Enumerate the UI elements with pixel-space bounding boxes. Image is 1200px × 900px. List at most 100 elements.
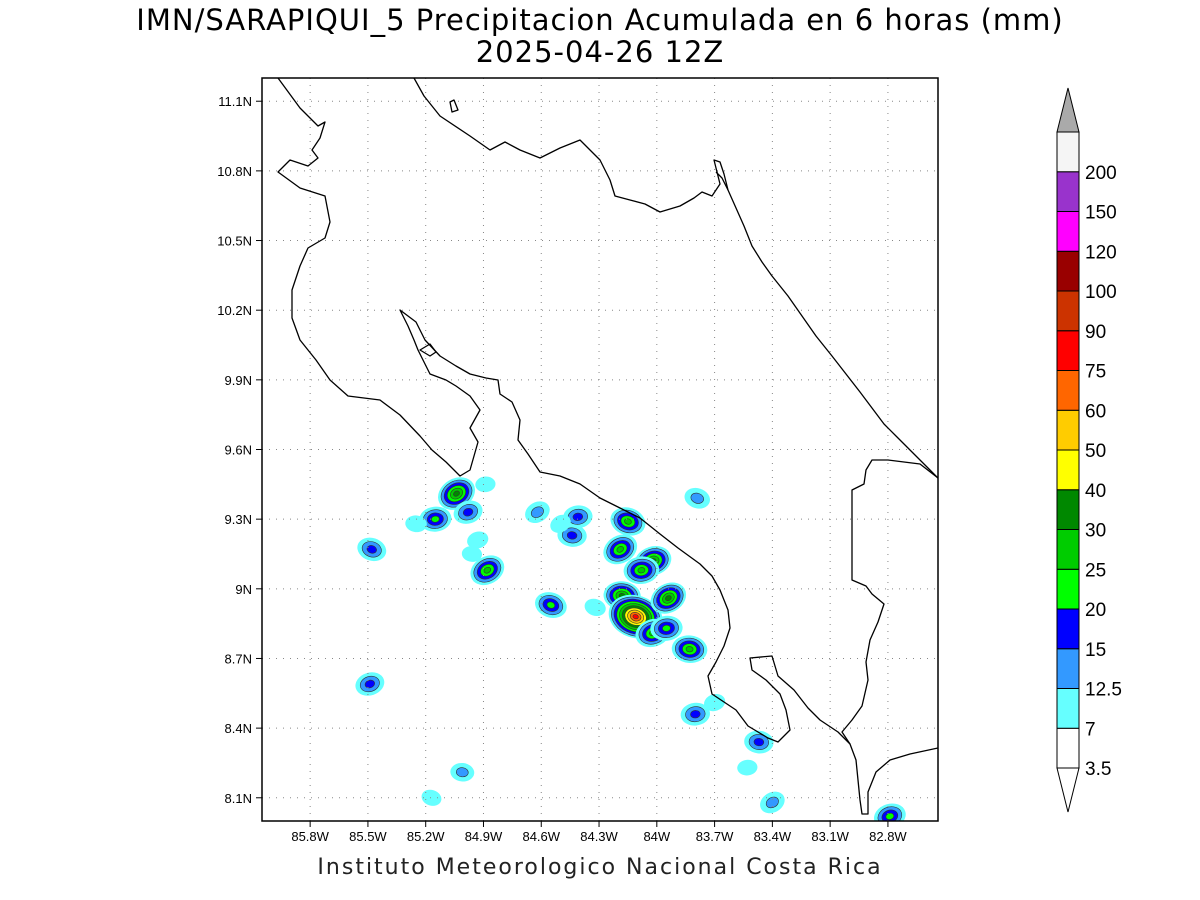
lat-tick-label: 10.5N	[217, 234, 252, 249]
legend-swatch	[1056, 727, 1080, 769]
lat-tick-label: 9.9N	[225, 373, 252, 388]
lat-tick-label: 11.1N	[218, 94, 252, 109]
lon-tick-label: 85.5W	[349, 829, 387, 844]
precip-contour	[566, 531, 578, 540]
legend-label: 90	[1085, 322, 1106, 343]
legend-swatch	[1056, 648, 1080, 689]
precip-cell	[461, 546, 483, 562]
precip-cell	[475, 476, 496, 493]
color-legend: 3.5 7 12.5 15 20 25 30 40 50 60 75 90 100 120 150 200	[1056, 87, 1122, 813]
legend-swatch	[1056, 688, 1080, 729]
precip-cell	[450, 762, 475, 782]
precip-cell	[355, 672, 385, 696]
precip-cell	[470, 555, 505, 586]
precip-cell	[584, 598, 606, 616]
legend-swatch	[1056, 211, 1080, 252]
legend-label: 50	[1085, 441, 1106, 462]
precip-contour	[632, 614, 639, 620]
legend-label: 7	[1085, 719, 1096, 740]
precip-cell	[760, 791, 785, 814]
legend-under-arrow	[1056, 767, 1080, 813]
precip-contour	[530, 506, 544, 518]
lat-tick-label: 9.3N	[225, 512, 252, 527]
map-frame	[261, 77, 939, 822]
precip-contour	[430, 515, 440, 523]
lat-tick-label: 9.6N	[225, 443, 252, 458]
precip-cell	[623, 556, 660, 585]
lon-tick-label: 85.8W	[291, 829, 329, 844]
legend-label: 200	[1085, 163, 1117, 184]
precip-contour	[462, 507, 474, 517]
precip-contour	[690, 710, 701, 719]
legend-swatch	[1056, 131, 1080, 173]
precip-contour	[885, 812, 895, 820]
precip-contour	[584, 598, 606, 616]
inner-coastline-1	[715, 171, 729, 191]
lat-tick-label: 10.8N	[217, 164, 252, 179]
axis-tick-labels: 85.8W 85.5W 85.2W 84.9W 84.6W 84.3W 84W 83.7W 83…	[217, 94, 907, 844]
map-title: IMN/SARAPIQUI_5 Precipitacion Acumulada …	[136, 3, 1064, 37]
precip-contour	[662, 624, 671, 632]
caribbean-coastline	[413, 78, 938, 479]
legend-label: 30	[1085, 521, 1106, 542]
precip-cell	[421, 789, 442, 806]
legend-swatch	[1056, 330, 1080, 371]
precip-cell	[437, 477, 476, 510]
legend-label: 150	[1085, 203, 1117, 224]
legend-over-arrow	[1056, 87, 1080, 133]
coastline-layer	[277, 78, 938, 815]
lat-tick-label: 10.2N	[217, 303, 252, 318]
precip-contour	[753, 737, 765, 747]
precip-cell	[453, 500, 483, 524]
legend-swatch	[1056, 529, 1080, 570]
footer-credit: Instituto Meteorologico Nacional Costa R…	[317, 855, 883, 880]
island-north	[449, 99, 459, 113]
precip-cell	[650, 582, 687, 614]
precip-contour	[456, 767, 469, 778]
precip-contour	[690, 492, 704, 504]
legend-label: 40	[1085, 481, 1106, 502]
precip-contour	[685, 646, 694, 653]
precip-cell	[357, 537, 387, 562]
precip-contour	[405, 515, 427, 533]
legend-label: 20	[1085, 600, 1106, 621]
pacific-coastline	[277, 78, 938, 815]
precip-cell	[525, 501, 550, 524]
border-panama	[841, 459, 938, 745]
precip-contour	[421, 789, 442, 806]
precip-contour	[704, 693, 726, 712]
precip-cell	[405, 515, 427, 533]
lat-tick-label: 8.1N	[225, 791, 252, 806]
lon-tick-label: 84.9W	[465, 829, 503, 844]
lon-tick-label: 84W	[643, 829, 670, 844]
legend-swatch	[1056, 409, 1080, 451]
lon-tick-label: 84.6W	[522, 829, 560, 844]
precip-contour	[467, 531, 489, 549]
precip-contour	[546, 601, 556, 609]
lon-tick-label: 83.4W	[754, 829, 792, 844]
precip-contour	[475, 476, 496, 493]
legend-label: 75	[1085, 362, 1106, 383]
lat-tick-label: 8.7N	[225, 651, 252, 666]
lon-tick-label: 82.8W	[869, 829, 907, 844]
lon-tick-label: 83.1W	[811, 829, 849, 844]
lon-tick-label: 84.3W	[580, 829, 618, 844]
precip-cell	[419, 506, 452, 532]
lat-tick-label: 8.4N	[225, 721, 252, 736]
legend-label: 100	[1085, 282, 1117, 303]
precip-cell	[603, 534, 638, 565]
legend-swatch	[1056, 489, 1080, 530]
lon-tick-label: 83.7W	[696, 829, 734, 844]
map-grid	[256, 78, 938, 827]
legend-label: 3.5	[1085, 759, 1111, 780]
precip-cell	[704, 693, 726, 712]
precip-contour	[665, 595, 672, 602]
precip-contour	[616, 546, 624, 553]
legend-swatch	[1056, 250, 1080, 292]
legend-label: 120	[1085, 242, 1117, 263]
legend-label: 25	[1085, 560, 1106, 581]
legend-swatch	[1056, 608, 1080, 650]
precip-contour	[572, 512, 584, 521]
precip-contour	[366, 545, 377, 554]
